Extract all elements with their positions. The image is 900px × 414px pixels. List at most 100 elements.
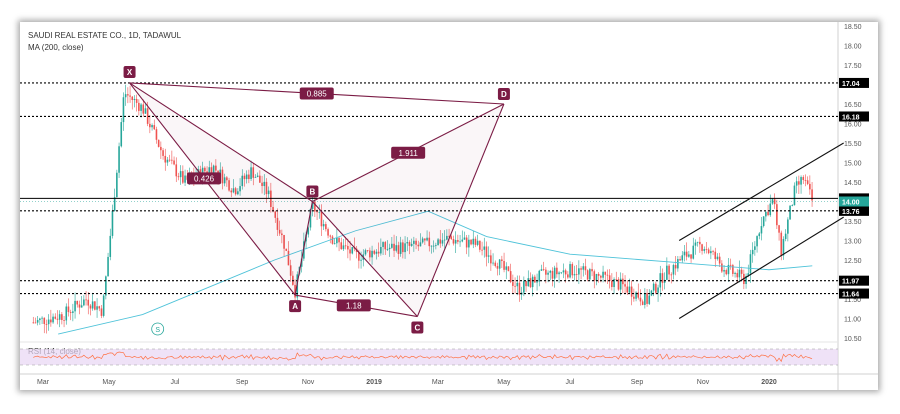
- bcd-triangle: [312, 104, 504, 317]
- candle-body: [494, 262, 497, 267]
- candle-body: [168, 159, 171, 161]
- candle-body: [397, 245, 400, 254]
- candle-body: [644, 293, 646, 305]
- candle-body: [105, 276, 107, 296]
- x-tick-label: Nov: [697, 379, 710, 386]
- candle-body: [424, 238, 426, 241]
- candle-body: [248, 174, 250, 179]
- current-price-value: 14.00: [842, 200, 860, 207]
- candle-body: [320, 211, 323, 227]
- candle-body: [806, 180, 809, 184]
- candle-body: [177, 176, 180, 178]
- candle-body: [648, 295, 651, 304]
- candle-body: [331, 236, 334, 244]
- ratio-label: 1.18: [346, 301, 362, 310]
- candle-body: [538, 270, 541, 282]
- candle-body: [415, 240, 417, 245]
- candle-body: [754, 246, 756, 250]
- candle-body: [102, 295, 105, 316]
- candle-body: [498, 259, 501, 269]
- candle-body: [589, 269, 591, 280]
- candle-body: [212, 165, 215, 175]
- candle-body: [333, 243, 336, 245]
- candle-body: [274, 211, 277, 218]
- level-tag-11.97: [839, 275, 869, 286]
- bc-leg: [312, 201, 418, 317]
- candle-body: [87, 299, 90, 306]
- candle-body: [712, 251, 714, 252]
- candle-body: [503, 261, 505, 270]
- candle-body: [549, 270, 552, 273]
- y-tick-label: 15.00: [844, 161, 862, 168]
- candle-body: [241, 175, 244, 187]
- candle-body: [650, 290, 653, 296]
- candle-body: [635, 292, 637, 299]
- y-tick-label: 12.50: [844, 258, 862, 265]
- candle-body: [655, 283, 657, 293]
- candle-body: [597, 273, 600, 276]
- candle-body: [325, 224, 327, 230]
- price-chart[interactable]: 18.5018.0017.5017.0016.5016.0015.5015.00…: [20, 22, 878, 390]
- symbol-title: SAUDI REAL ESTATE CO., 1D, TADAWUL: [28, 31, 182, 40]
- cd-leg: [416, 103, 505, 317]
- xb-leg: [129, 82, 313, 202]
- candle-body: [582, 266, 585, 270]
- candle-body: [179, 171, 182, 178]
- candle-body: [514, 285, 516, 287]
- candle-body: [437, 239, 439, 246]
- candle-body: [652, 283, 655, 291]
- ratio-tag: [299, 87, 334, 100]
- candle-body: [727, 264, 730, 275]
- candle-body: [657, 287, 659, 293]
- candle-body: [641, 301, 644, 305]
- candle-body: [56, 318, 59, 320]
- candle-body: [83, 299, 85, 306]
- y-tick-label: 11.50: [844, 297, 861, 304]
- y-tick-label: 16.50: [844, 102, 862, 109]
- candle-body: [608, 275, 611, 281]
- candle-body: [769, 203, 772, 216]
- candle-body: [637, 292, 640, 298]
- candle-body: [446, 235, 448, 240]
- candle-body: [509, 271, 512, 283]
- candle-body: [512, 282, 514, 286]
- candle-body: [67, 306, 70, 313]
- candle-body: [153, 125, 156, 130]
- candle-body: [745, 275, 747, 285]
- candle-body: [529, 278, 532, 288]
- candle-body: [611, 280, 613, 288]
- candle-body: [707, 249, 710, 254]
- candle-body: [210, 167, 213, 175]
- candle-body: [461, 239, 464, 242]
- candle-body: [239, 186, 241, 192]
- candle-body: [113, 197, 116, 211]
- candle-body: [254, 176, 257, 178]
- candle-body: [454, 240, 457, 244]
- candle-body: [204, 167, 206, 172]
- candle-body: [300, 258, 303, 267]
- candle-body: [450, 236, 453, 240]
- candle-body: [600, 275, 602, 278]
- candle-body: [47, 319, 50, 325]
- candle-body: [107, 256, 109, 277]
- candle-body: [472, 238, 475, 245]
- x-tick-label: Sep: [236, 379, 249, 386]
- candle-body: [74, 300, 76, 312]
- candle-body: [606, 274, 609, 276]
- candle-body: [307, 227, 310, 235]
- candle-body: [432, 245, 435, 247]
- candle-body: [593, 271, 596, 281]
- candle-body: [43, 317, 46, 324]
- candle-body: [232, 188, 235, 193]
- candle-body: [160, 146, 162, 151]
- candle-body: [560, 272, 563, 274]
- candle-body: [760, 226, 763, 234]
- candle-body: [309, 208, 312, 228]
- candle-body: [505, 266, 508, 270]
- candle-body: [663, 279, 666, 283]
- candle-body: [265, 181, 268, 195]
- candle-body: [595, 273, 598, 281]
- ratio-label: 0.426: [194, 174, 215, 183]
- candle-body: [206, 171, 208, 174]
- candle-body: [164, 155, 167, 163]
